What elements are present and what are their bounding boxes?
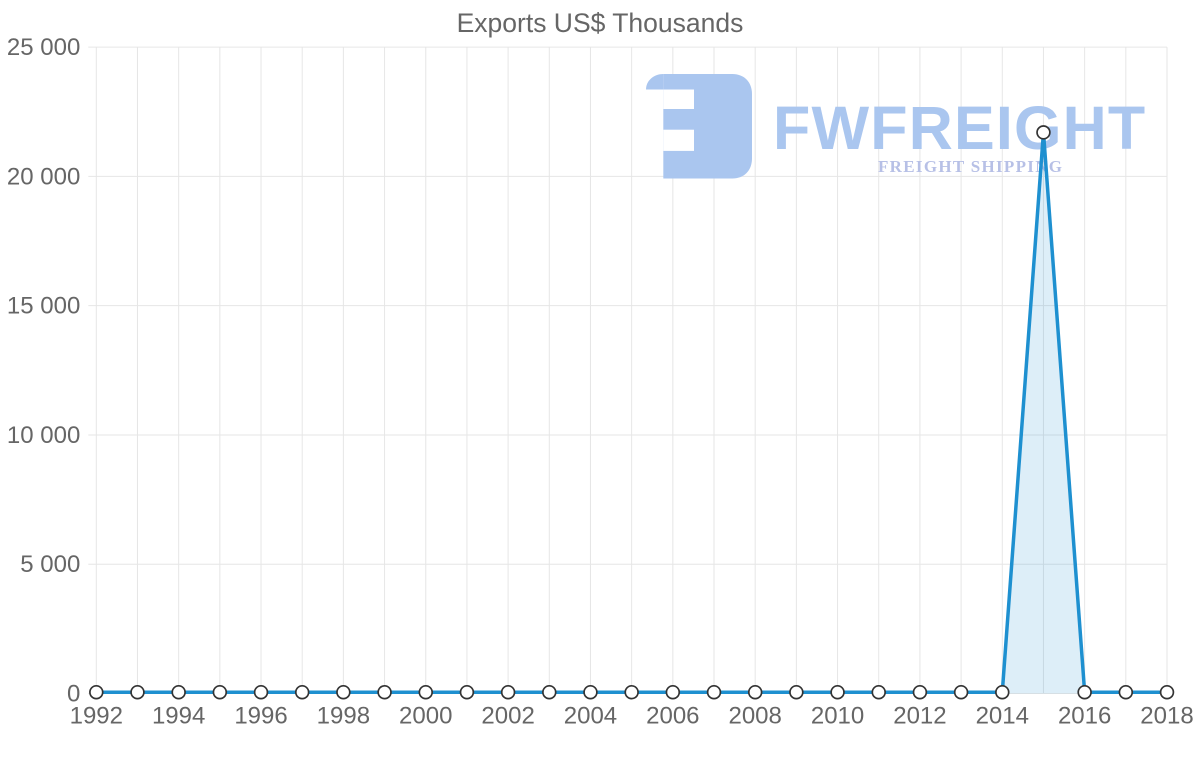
svg-text:2016: 2016 [1058, 703, 1111, 730]
svg-text:2004: 2004 [564, 703, 617, 730]
svg-text:5 000: 5 000 [20, 551, 80, 578]
svg-text:2000: 2000 [399, 703, 452, 730]
svg-text:15 000: 15 000 [7, 293, 80, 320]
svg-text:1992: 1992 [70, 703, 123, 730]
svg-text:1994: 1994 [152, 703, 205, 730]
svg-text:2012: 2012 [893, 703, 946, 730]
svg-text:2006: 2006 [646, 703, 699, 730]
svg-text:2018: 2018 [1140, 703, 1193, 730]
svg-text:2014: 2014 [976, 703, 1029, 730]
svg-text:2010: 2010 [811, 703, 864, 730]
svg-text:10 000: 10 000 [7, 422, 80, 449]
svg-text:20 000: 20 000 [7, 163, 80, 190]
svg-text:2002: 2002 [481, 703, 534, 730]
svg-text:FREIGHT SHIPPING: FREIGHT SHIPPING [878, 157, 1063, 176]
svg-text:FWFREIGHT: FWFREIGHT [773, 94, 1146, 162]
svg-text:2008: 2008 [728, 703, 781, 730]
svg-text:1996: 1996 [234, 703, 287, 730]
svg-text:1998: 1998 [317, 703, 370, 730]
